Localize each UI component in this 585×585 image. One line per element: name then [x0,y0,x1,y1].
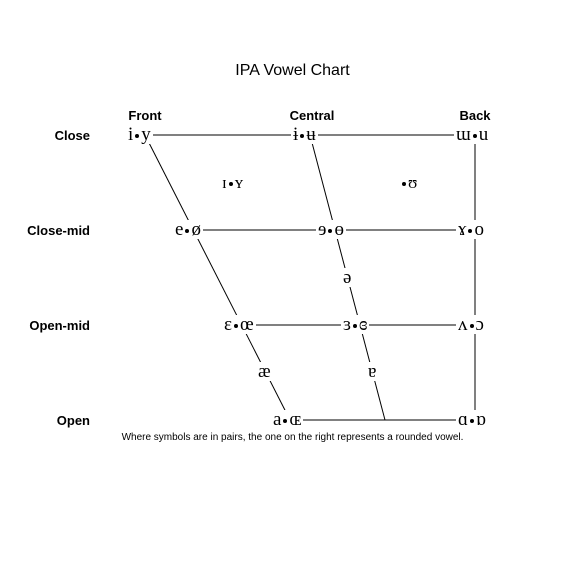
vowel-nearopen-front: æ [256,362,273,381]
vowel-nearclose-back: ʊ [398,173,419,192]
vowel-openmid-central: ɜɞ [341,315,369,334]
vowel-closemid-central: ɘɵ [316,220,346,239]
chart-footnote: Where symbols are in pairs, the one on t… [0,432,585,443]
vowel-nearclose-front: ɪʏ [220,173,245,192]
vowel-close-central: ɨʉ [291,125,318,144]
vowel-open-front: aɶ [271,410,303,429]
vowel-openmid-front: ɛœ [222,315,256,334]
vowel-closemid-back: ɤo [456,220,486,239]
vowel-openmid-back: ʌɔ [456,315,486,334]
vowel-open-back: ɑɒ [456,410,488,429]
vowel-nearopen-central: ɐ [366,362,378,381]
vowel-mid-central: ə [341,268,353,287]
vowel-close-front: iy [126,125,153,144]
vowel-closemid-front: eø [173,220,203,239]
vowel-grid [0,0,585,585]
vowel-close-back: ɯu [454,125,490,144]
